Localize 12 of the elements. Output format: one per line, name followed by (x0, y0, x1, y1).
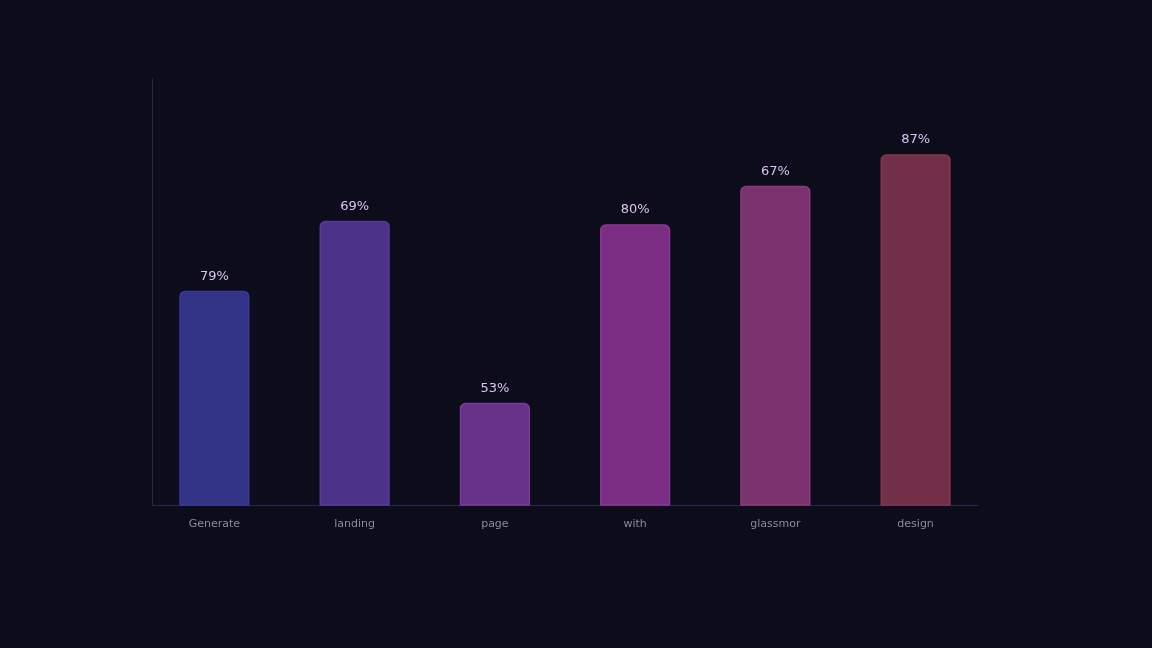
x-tick-label: glassmor (750, 516, 801, 530)
annotation: 80% (620, 201, 650, 216)
annotation: 53% (480, 379, 510, 395)
x-tick-label: Generate (188, 516, 241, 530)
x-tick-label: landing (334, 516, 376, 530)
annotation: 69% (340, 197, 370, 213)
x-tick-label: page (481, 516, 509, 530)
x-tick-label: with (623, 516, 647, 530)
x-tick-label: design (897, 516, 934, 530)
annotation: 87% (901, 131, 931, 146)
annotation: 67% (760, 162, 790, 178)
annotation: 79% (199, 267, 229, 283)
